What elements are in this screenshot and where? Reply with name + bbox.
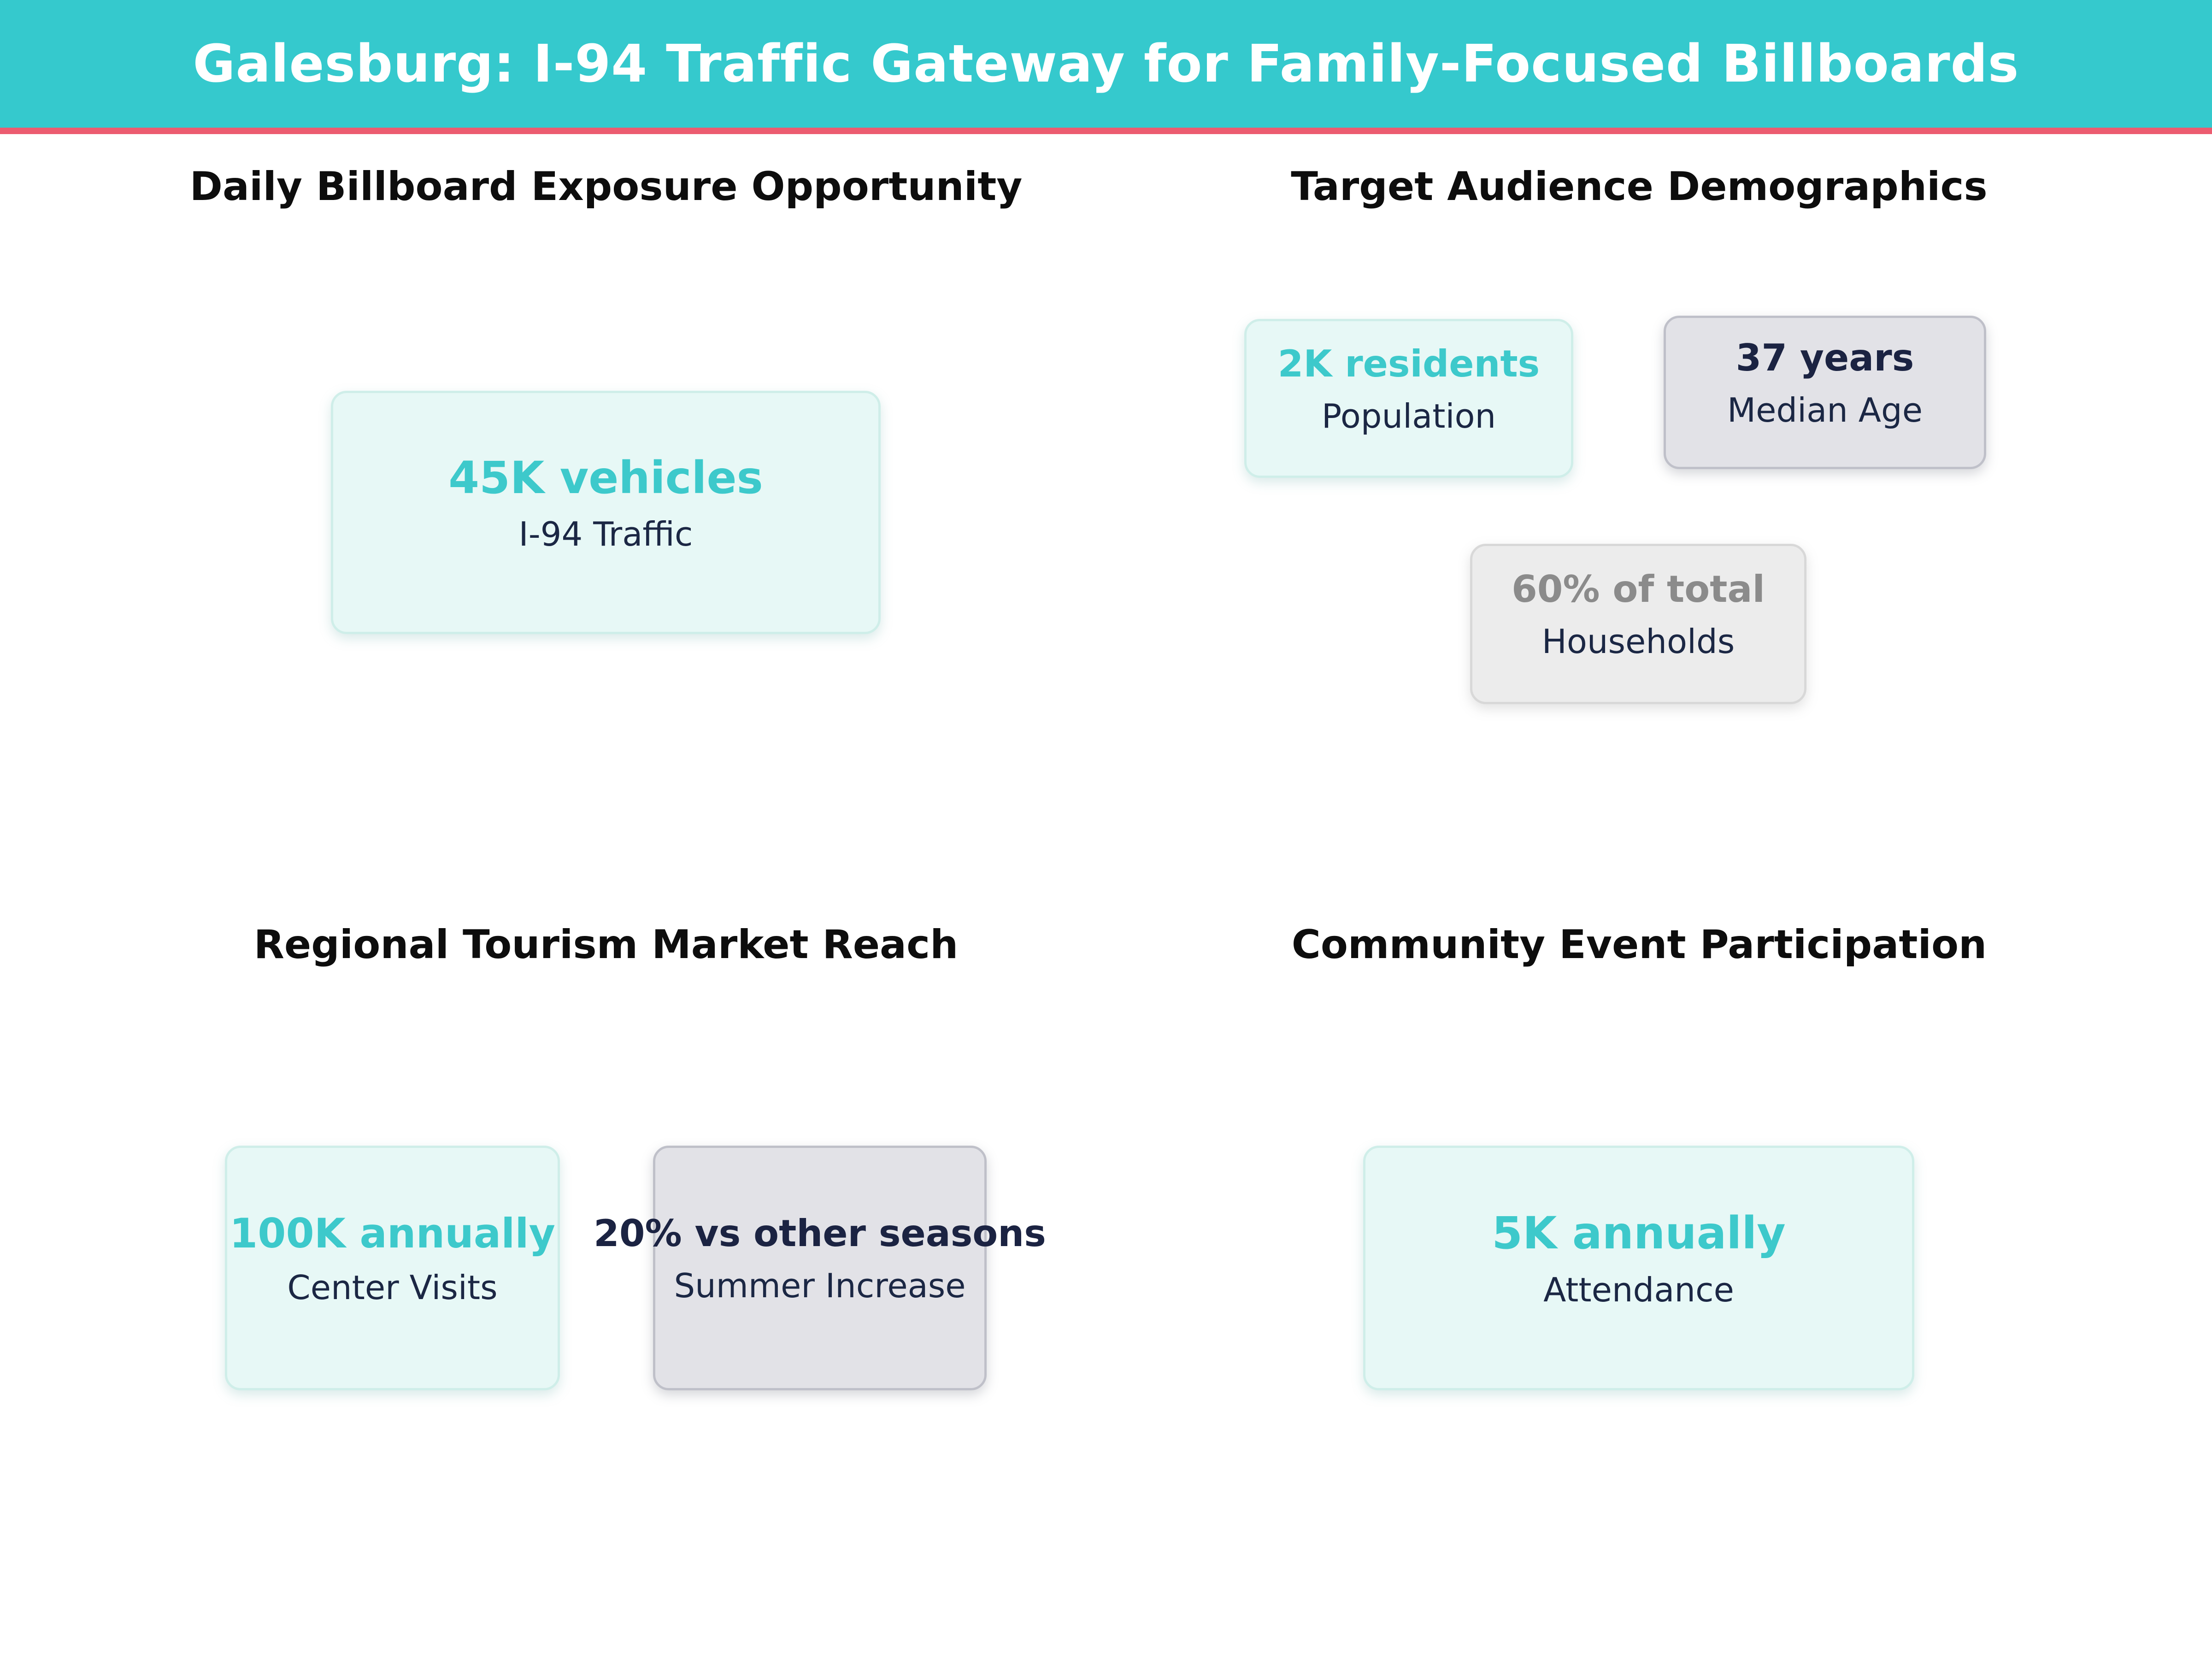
stat-label: Households [1541, 622, 1735, 661]
stat-label: Summer Increase [674, 1266, 966, 1305]
stat-card-i94-traffic: 45K vehicles I-94 Traffic [331, 391, 881, 634]
stat-card-center-visits: 100K annually Center Visits [225, 1146, 560, 1390]
stat-card-population: 2K residents Population [1244, 319, 1573, 478]
stat-value: 60% of total [1512, 568, 1765, 611]
header-accent-rule [0, 128, 2212, 134]
section-title-community: Community Event Participation [1291, 922, 1987, 968]
stat-label: Population [1321, 396, 1496, 435]
stat-card-attendance: 5K annually Attendance [1363, 1146, 1914, 1390]
stat-value: 37 years [1735, 336, 1914, 379]
stat-label: I-94 Traffic [518, 515, 693, 554]
stat-value: 2K residents [1277, 342, 1540, 385]
stat-label: Center Visits [287, 1268, 498, 1307]
section-title-exposure: Daily Billboard Exposure Opportunity [189, 164, 1023, 210]
stat-label: Median Age [1727, 390, 1923, 429]
section-title-tourism: Regional Tourism Market Reach [253, 922, 959, 968]
stat-value: 100K annually [229, 1209, 555, 1257]
header-banner: Galesburg: I-94 Traffic Gateway for Fami… [0, 0, 2212, 128]
page-title: Galesburg: I-94 Traffic Gateway for Fami… [193, 34, 2019, 94]
stat-card-median-age: 37 years Median Age [1664, 316, 1986, 469]
stat-label: Attendance [1543, 1270, 1734, 1309]
stat-value: 5K annually [1492, 1207, 1786, 1259]
stat-card-summer-increase: 20% vs other seasons Summer Increase [594, 1146, 1046, 1390]
stat-value: 45K vehicles [448, 452, 763, 504]
section-title-demographics: Target Audience Demographics [1291, 164, 1988, 210]
stat-value: 20% vs other seasons [594, 1212, 1046, 1255]
stat-card-households: 60% of total Households [1470, 544, 1806, 704]
